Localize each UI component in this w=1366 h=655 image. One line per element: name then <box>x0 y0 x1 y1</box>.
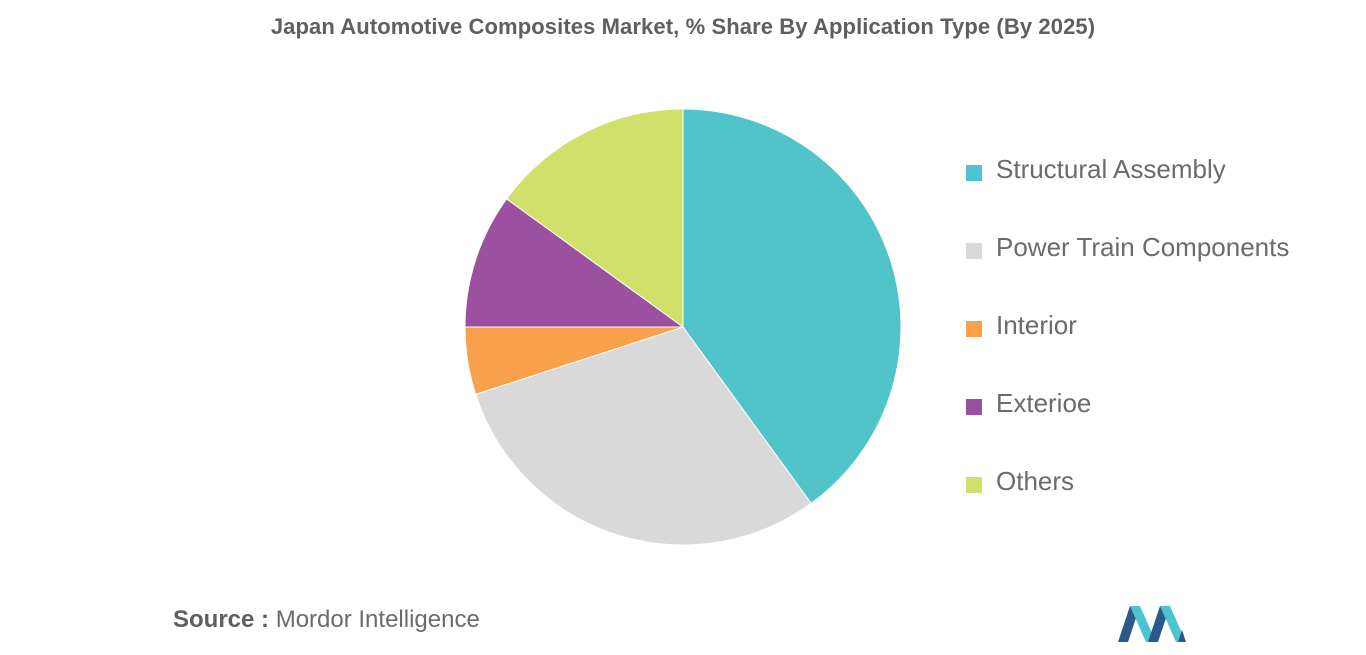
legend-swatch <box>966 321 982 337</box>
legend-swatch <box>966 165 982 181</box>
legend-label: Others <box>996 466 1075 496</box>
chart-title: Japan Automotive Composites Market, % Sh… <box>270 14 1096 39</box>
legend-label: Exterioe <box>996 388 1092 418</box>
mordor-intelligence-logo <box>1118 606 1186 642</box>
source-note: Source : Mordor Intelligence <box>173 606 480 634</box>
legend-label: Structural Assembly <box>996 154 1226 184</box>
legend-label: Interior <box>996 310 1077 340</box>
pie-slice-others <box>505 108 684 328</box>
legend-label: Power Train Components <box>996 232 1290 262</box>
legend-swatch <box>966 477 982 493</box>
pie-slice-power-train-components <box>475 326 812 546</box>
pie-slice-structural-assembly <box>682 108 902 505</box>
pie-slice-exterioe <box>464 198 685 328</box>
legend-swatch <box>966 243 982 259</box>
legend-swatch <box>966 399 982 415</box>
source-label: Source : <box>173 606 270 633</box>
source-text: Mordor Intelligence <box>275 606 480 633</box>
